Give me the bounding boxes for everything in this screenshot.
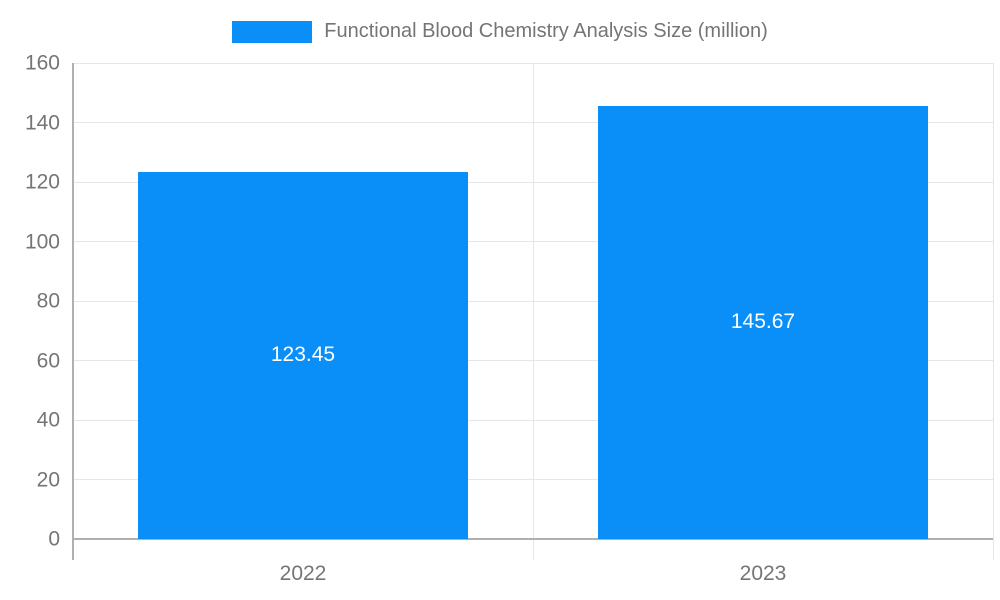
gridline-vertical [992,63,994,560]
legend-swatch [232,20,313,43]
bar-value-label: 123.45 [270,343,336,367]
y-axis-line [72,63,74,560]
y-tick-label: 20 [36,468,60,491]
bar-value-label: 145.67 [730,310,796,334]
y-tick-label: 160 [24,51,60,75]
y-tick-label: 140 [24,111,60,134]
y-tick-label: 40 [36,408,60,432]
bar-2023[interactable]: 145.67 [598,105,928,539]
x-tick-label-2022: 2022 [279,562,327,585]
y-tick-label: 120 [24,170,60,194]
y-tick-label: 100 [24,230,60,253]
legend-label: Functional Blood Chemistry Analysis Size… [324,20,768,42]
x-axis-baseline [73,538,993,540]
gridline-vertical [532,63,534,560]
x-tick-label-2023: 2023 [739,562,787,585]
y-tick-label: 0 [48,527,60,551]
bar-2022[interactable]: 123.45 [138,171,468,539]
y-tick-label: 80 [36,289,60,313]
chart-legend[interactable]: Functional Blood Chemistry Analysis Size… [0,20,1000,43]
y-tick-label: 60 [36,349,60,372]
